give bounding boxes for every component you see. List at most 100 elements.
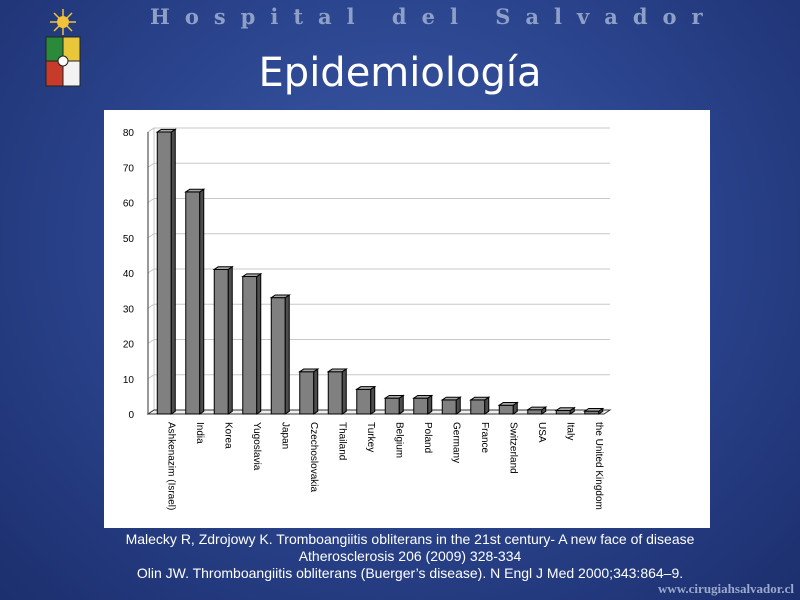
bar-top — [497, 402, 519, 406]
bar — [526, 406, 548, 415]
bar — [412, 394, 434, 415]
x-category-label: India — [194, 422, 205, 444]
gridline — [147, 339, 610, 344]
y-tick-label: 60 — [123, 199, 135, 210]
bar-side — [284, 294, 290, 415]
bar — [383, 394, 405, 415]
citation-line: Atherosclerosis 206 (2009) 328-334 — [298, 548, 522, 564]
x-category-label: Ashkenazim (Israel) — [165, 422, 176, 510]
bar-top — [469, 396, 491, 401]
citation-line: Olin JW. Thromboangiitis obliterans (Bue… — [136, 565, 684, 581]
gridline — [147, 303, 610, 309]
bar-side — [341, 368, 347, 415]
bar — [326, 368, 348, 415]
bar-top — [554, 407, 576, 411]
gridline — [147, 374, 610, 380]
bar-front — [470, 399, 486, 415]
y-tick-label: 10 — [123, 375, 135, 386]
bar-front — [299, 371, 315, 415]
gridline — [147, 233, 610, 239]
x-category-label: Korea — [222, 422, 233, 449]
bar-front — [156, 131, 172, 415]
bar-front — [555, 409, 571, 415]
bar-front — [498, 404, 514, 415]
bar-top — [298, 368, 320, 373]
slide-title: Epidemiología — [258, 50, 542, 96]
bar-top — [241, 273, 263, 278]
bar-top — [355, 386, 377, 390]
bar-front — [213, 268, 229, 415]
bar-top — [412, 394, 434, 399]
y-tick-label: 50 — [123, 234, 135, 245]
bar-front — [527, 409, 543, 415]
gridline — [147, 198, 610, 203]
bar-top — [184, 188, 206, 193]
bar — [241, 272, 263, 415]
x-category-label: Switzerland — [507, 422, 518, 474]
bar — [212, 265, 234, 415]
bar — [497, 401, 519, 415]
bar-top — [383, 394, 405, 399]
bar — [554, 406, 576, 415]
bar-side — [313, 368, 319, 415]
hospital-name-header: Hospital del Salvador — [150, 4, 718, 29]
y-tick-label: 80 — [123, 128, 135, 139]
bar — [440, 396, 462, 415]
bar-top — [526, 406, 548, 411]
bar-top — [155, 128, 177, 133]
x-category-label: Poland — [422, 422, 433, 453]
x-category-label: USA — [536, 422, 547, 443]
bar-side — [170, 128, 176, 415]
bar-front — [356, 388, 372, 415]
y-tick-label: 0 — [128, 410, 134, 421]
bar-front — [413, 397, 429, 415]
y-tick-label: 40 — [123, 269, 135, 280]
x-category-label: Czechoslovakia — [308, 422, 319, 492]
bar — [269, 294, 291, 415]
bar-top — [269, 294, 291, 299]
bar-front — [384, 397, 400, 415]
bar — [298, 368, 320, 415]
citation-line: Malecky R, Zdrojowy K. Tromboangiitis ob… — [125, 531, 695, 547]
website-url: www.cirugiahsalvador.cl — [657, 581, 794, 596]
bar — [355, 385, 377, 415]
bar-top — [583, 408, 605, 412]
bar-top — [212, 266, 234, 270]
gridline — [147, 162, 610, 168]
x-category-label: Turkey — [365, 422, 376, 452]
x-category-label: Yugoslavia — [251, 422, 262, 471]
bar-side — [199, 188, 205, 415]
x-category-label: the United Kingdom — [593, 422, 604, 510]
bar-side — [370, 385, 376, 415]
bar-side — [227, 265, 233, 415]
bar-chart: 0 10 20 30 40 50 60 70 80 Ashkenazim (Israel) Indi… — [123, 127, 612, 510]
sun-star-icon — [50, 9, 76, 35]
x-category-label: Italy — [564, 422, 575, 440]
bar-top — [440, 396, 462, 401]
bar — [184, 188, 206, 415]
gridline — [147, 268, 610, 274]
bar-front — [185, 191, 201, 415]
x-category-label: France — [479, 422, 490, 454]
y-tick-label: 30 — [123, 304, 135, 315]
bar-front — [441, 399, 457, 415]
shield-crest-icon — [45, 9, 81, 87]
x-category-label: Japan — [279, 422, 290, 449]
y-tick-label: 20 — [123, 340, 135, 351]
x-category-label: Belgium — [393, 422, 404, 458]
gridline — [147, 127, 610, 133]
bar-front — [270, 297, 286, 415]
x-category-label: Thailand — [336, 422, 347, 460]
bar — [469, 396, 491, 415]
x-category-label: Germany — [450, 422, 461, 463]
bar-side — [256, 272, 262, 415]
university-logo — [40, 6, 86, 90]
bar-front — [242, 276, 258, 415]
bar-chart-panel: 0 10 20 30 40 50 60 70 80 Ashkenazim (Israel) Indi… — [104, 110, 710, 528]
bar — [583, 407, 605, 415]
bar-front — [327, 371, 343, 415]
y-tick-label: 70 — [123, 163, 135, 174]
bar-top — [326, 368, 348, 373]
citations-block: Malecky R, Zdrojowy K. Tromboangiitis ob… — [60, 531, 760, 582]
bar — [155, 128, 177, 415]
